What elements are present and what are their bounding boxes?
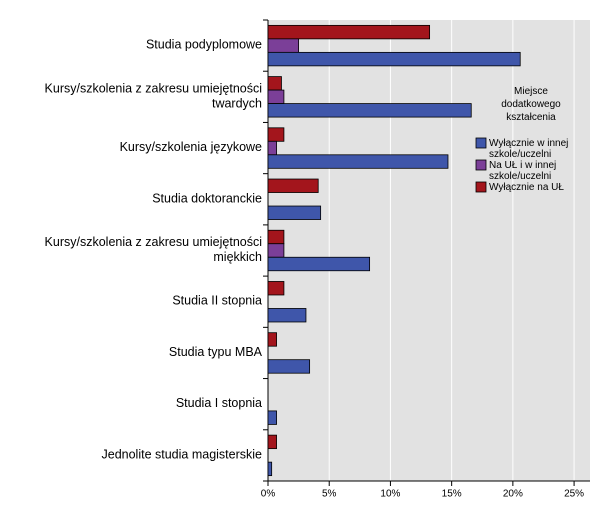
x-tick-label: 10% (380, 489, 400, 500)
bar (267, 127, 285, 142)
bar (267, 76, 282, 91)
bar (267, 281, 285, 296)
bar (267, 308, 307, 323)
bar (267, 178, 319, 193)
bar (267, 154, 449, 169)
bar (267, 461, 273, 477)
y-tick-label: Studia II stopnia (172, 294, 262, 308)
legend-label: Wyłącznie w innej szkole/uczelni (489, 138, 568, 160)
bar (267, 103, 472, 118)
y-tick-label: Kursy/szkolenia z zakresu umiejętności tw… (45, 82, 262, 111)
y-tick-label: Kursy/szkolenia z zakresu umiejętności mi… (45, 235, 262, 264)
bar (267, 229, 285, 245)
legend-label: Na UŁ i w innej szkole/uczelni (489, 160, 556, 182)
legend-swatch (475, 137, 487, 149)
bar (267, 38, 300, 53)
y-tick-label: Studia podyplomowe (146, 38, 262, 52)
y-tick-label: Studia I stopnia (176, 396, 262, 410)
bar (267, 205, 322, 220)
bar (267, 332, 277, 347)
legend-label: Wyłącznie na UŁ (489, 182, 564, 193)
x-tick-label: 15% (442, 489, 462, 500)
y-tick-label: Studia doktoranckie (152, 192, 262, 206)
bar (267, 359, 311, 374)
legend-title: Miejsce dodatkowego kształcenia (501, 86, 561, 123)
bar (267, 140, 277, 156)
bar (267, 51, 521, 67)
bar (267, 243, 285, 258)
x-tick-label: 25% (564, 489, 584, 500)
y-tick-label: Kursy/szkolenia językowe (120, 140, 262, 154)
y-tick-label: Studia typu MBA (169, 345, 263, 359)
legend-swatch (475, 181, 487, 193)
bar (267, 410, 277, 425)
bar (267, 256, 371, 272)
bar (267, 89, 285, 104)
bar (267, 24, 431, 40)
bar (267, 434, 277, 450)
x-tick-label: 20% (503, 489, 523, 500)
x-tick-label: 5% (322, 489, 337, 500)
legend-swatch (475, 159, 487, 171)
plot-area (268, 20, 590, 481)
y-tick-label: Jednolite studia magisterskie (102, 448, 263, 462)
x-tick-label: 0% (261, 489, 276, 500)
